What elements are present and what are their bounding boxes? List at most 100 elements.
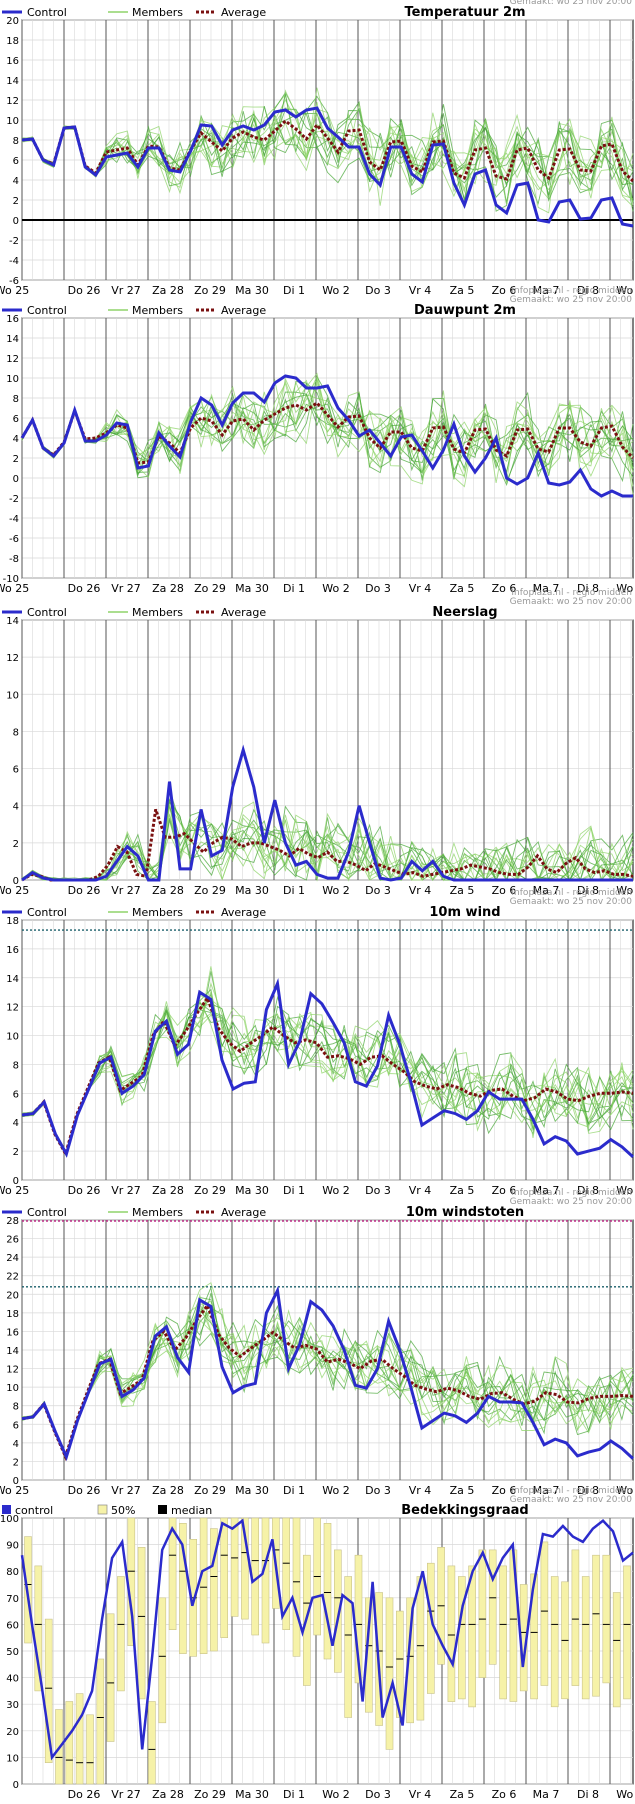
cloud-50pct-box	[602, 1554, 611, 1684]
y-tick-label: 12	[6, 96, 19, 107]
y-tick-label: 20	[6, 16, 19, 27]
x-day-label: Za 28	[152, 284, 184, 297]
x-day-label: Zo 6	[492, 1184, 517, 1197]
x-day-label: Zo 29	[194, 582, 226, 595]
y-tick-label: 20	[6, 1290, 19, 1301]
legend-members-label: Members	[132, 906, 183, 919]
x-day-label: Vr 27	[111, 1484, 141, 1497]
x-day-label: Ma 7	[533, 884, 560, 897]
y-tick-label: 30	[6, 1700, 19, 1711]
y-tick-label: -10	[3, 574, 19, 585]
x-day-label: Wo 9	[616, 284, 635, 297]
x-day-label: Wo 2	[322, 1184, 349, 1197]
y-tick-label: 20	[6, 1727, 19, 1738]
chart-title: 10m wind	[429, 905, 500, 920]
x-day-label: Vr 4	[409, 1788, 432, 1800]
cloud-50pct-box	[488, 1549, 497, 1665]
y-tick-label: 10	[6, 1032, 19, 1043]
cloud-50pct-box	[230, 1517, 239, 1617]
y-tick-label: 6	[13, 156, 19, 167]
y-tick-label: 8	[13, 727, 19, 738]
member-line	[21, 380, 634, 477]
y-tick-label: 40	[6, 1674, 19, 1685]
y-tick-label: 2	[13, 454, 19, 465]
cloud-50pct-box	[344, 1576, 353, 1718]
member-line	[21, 1293, 634, 1459]
x-day-label: Zo 29	[194, 284, 226, 297]
x-day-label: Wo 25	[0, 884, 29, 897]
control-line	[20, 374, 633, 498]
legend-average-label: Average	[221, 906, 266, 919]
x-day-label: Wo 2	[322, 1484, 349, 1497]
y-tick-label: 18	[6, 1309, 19, 1320]
x-day-label: Wo 9	[616, 884, 635, 897]
control-line	[21, 1285, 635, 1462]
legend-control-label: Control	[27, 6, 67, 19]
y-tick-label: 0	[13, 1176, 19, 1187]
x-day-label: Di 8	[577, 1788, 599, 1800]
y-tick-label: 2	[13, 1457, 19, 1468]
y-tick-label: 12	[6, 1365, 19, 1376]
y-tick-label: 22	[6, 1272, 19, 1283]
y-tick-label: 6	[13, 414, 19, 425]
y-tick-label: 0	[13, 216, 19, 227]
legend-average-label: Average	[221, 606, 266, 619]
y-tick-label: 8	[13, 1402, 19, 1413]
y-tick-label: 8	[13, 1060, 19, 1071]
x-day-label: Vr 4	[409, 884, 432, 897]
legend-average-label: Average	[221, 6, 266, 19]
x-day-label: Ma 30	[235, 1788, 269, 1800]
y-tick-label: 28	[6, 1216, 19, 1227]
y-tick-label: 12	[6, 354, 19, 365]
x-day-label: Wo 2	[322, 582, 349, 595]
x-day-label: Vr 27	[111, 284, 141, 297]
cloud-50pct-box	[623, 1565, 631, 1700]
member-line	[21, 1303, 634, 1456]
y-tick-label: 14	[6, 1346, 19, 1357]
source-line2: Gemaakt: wo 25 nov 20:00	[510, 1495, 633, 1505]
cloud-50pct-box	[530, 1573, 538, 1700]
y-tick-label: 90	[6, 1541, 19, 1552]
legend-members-label: Members	[132, 304, 183, 317]
y-tick-label: 8	[13, 394, 19, 405]
y-tick-label: 2	[13, 1147, 19, 1158]
y-tick-label: 16	[6, 945, 19, 956]
x-day-label: Wo 25	[0, 284, 29, 297]
average-line	[20, 401, 635, 465]
member-line	[21, 394, 634, 478]
x-day-label: Za 28	[152, 582, 184, 595]
x-day-label: Di 1	[283, 1184, 305, 1197]
x-day-label: Wo 2	[322, 884, 349, 897]
cloud-50pct-box	[199, 1517, 208, 1654]
chart-title: Dauwpunt 2m	[414, 303, 516, 318]
y-tick-label: 14	[6, 76, 19, 87]
average-line	[21, 1302, 634, 1462]
y-tick-label: 6	[13, 1420, 19, 1431]
source-line2: Gemaakt: wo 25 nov 20:00	[510, 295, 633, 305]
legend-control-label: Control	[27, 304, 67, 317]
x-day-label: Wo 9	[616, 1788, 635, 1800]
x-day-label: Za 5	[450, 1184, 475, 1197]
control-line	[21, 978, 635, 1159]
x-day-label: Za 5	[450, 1788, 475, 1800]
x-day-label: Di 1	[283, 1788, 305, 1800]
y-tick-label: 10	[6, 374, 19, 385]
y-tick-label: -4	[9, 514, 19, 525]
y-tick-label: 6	[13, 765, 19, 776]
y-tick-label: 60	[6, 1620, 19, 1631]
cloud-50pct-box	[457, 1576, 466, 1700]
x-day-label: Ma 7	[533, 582, 560, 595]
member-line	[21, 1293, 634, 1457]
x-day-label: Di 8	[577, 884, 599, 897]
x-day-label: Wo 25	[0, 1484, 29, 1497]
y-tick-label: -4	[9, 256, 19, 267]
source-line1: Infoplaza.nl - regio midden	[511, 1486, 632, 1496]
chart-title: Neerslag	[432, 605, 497, 620]
x-day-label: Zo 6	[492, 884, 517, 897]
member-line	[21, 990, 634, 1154]
cloud-50pct-box	[292, 1517, 301, 1657]
legend-50-label: 50%	[111, 1504, 135, 1517]
x-day-label: Vr 27	[111, 884, 141, 897]
legend-median-swatch	[158, 1505, 167, 1514]
